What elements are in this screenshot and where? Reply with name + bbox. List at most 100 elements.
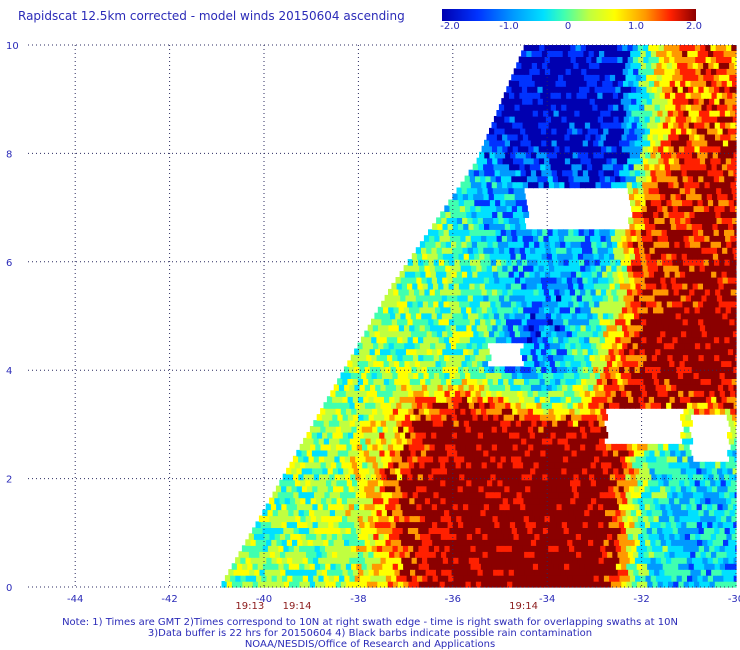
data-cell — [546, 253, 553, 260]
data-cell — [719, 527, 726, 534]
data-cell — [526, 473, 533, 481]
data-cell — [406, 402, 413, 409]
data-cell — [417, 318, 424, 326]
data-cell — [549, 497, 556, 505]
data-cell — [431, 485, 438, 493]
data-cell — [533, 581, 539, 588]
data-cell — [451, 515, 457, 523]
data-cell — [492, 479, 498, 487]
data-cell — [314, 527, 321, 534]
data-cell — [570, 378, 577, 385]
data-cell — [383, 342, 390, 350]
data-cell — [640, 229, 647, 236]
data-cell — [613, 277, 620, 284]
data-cell — [550, 294, 557, 302]
data-cell — [680, 569, 686, 576]
data-cell — [601, 306, 607, 314]
data-cell — [514, 193, 521, 201]
data-cell — [364, 467, 370, 475]
data-cell — [626, 563, 633, 570]
data-cell — [382, 461, 389, 469]
data-cell — [484, 223, 490, 230]
data-cell — [716, 378, 722, 385]
data-cell — [446, 533, 452, 540]
data-cell — [473, 348, 480, 356]
data-cell — [708, 354, 715, 362]
data-cell — [493, 294, 500, 302]
data-cell — [735, 545, 737, 552]
data-cell — [402, 527, 409, 534]
data-cell — [455, 408, 461, 415]
data-cell — [379, 330, 386, 338]
data-cell — [604, 175, 611, 183]
data-cell — [502, 324, 509, 332]
data-cell — [696, 467, 703, 475]
data-cell — [550, 432, 557, 439]
data-cell — [512, 443, 519, 451]
data-cell — [686, 253, 693, 260]
data-cell — [636, 545, 643, 552]
data-cell — [404, 271, 411, 278]
data-cell — [395, 277, 402, 284]
data-cell — [647, 390, 653, 397]
data-cell — [424, 479, 431, 487]
data-cell — [408, 563, 414, 570]
data-cell — [519, 271, 525, 278]
data-cell — [611, 306, 618, 314]
data-cell — [518, 187, 525, 195]
data-cell — [342, 396, 349, 403]
data-cell — [575, 288, 581, 296]
data-cell — [432, 521, 438, 528]
data-cell — [525, 277, 532, 284]
data-cell — [729, 527, 736, 534]
data-cell — [445, 443, 451, 451]
data-cell — [669, 217, 676, 224]
data-cell — [672, 527, 679, 534]
data-cell — [528, 288, 534, 296]
data-cell — [518, 533, 525, 540]
data-cell — [729, 205, 736, 212]
data-cell — [261, 575, 268, 582]
data-cell — [305, 479, 312, 487]
data-cell — [236, 563, 243, 570]
data-cell — [539, 515, 546, 523]
data-cell — [613, 294, 619, 302]
data-cell — [387, 426, 394, 433]
data-cell — [575, 342, 582, 350]
data-cell — [547, 473, 554, 481]
data-cell — [699, 324, 706, 332]
data-cell — [564, 426, 571, 433]
data-cell — [416, 557, 423, 564]
data-cell — [483, 247, 490, 254]
data-cell — [492, 497, 499, 505]
data-cell — [686, 384, 693, 391]
data-cell — [565, 241, 572, 248]
data-cell — [495, 300, 502, 308]
data-cell — [672, 318, 678, 326]
data-cell — [648, 569, 655, 576]
data-cell — [545, 485, 552, 493]
data-cell — [465, 372, 471, 379]
data-cell — [528, 241, 535, 248]
data-cell — [589, 175, 595, 183]
data-cell — [485, 372, 492, 379]
data-cell — [535, 521, 542, 528]
data-cell — [401, 455, 408, 463]
data-cell — [495, 455, 502, 463]
data-cell — [354, 521, 360, 528]
data-cell — [656, 259, 663, 266]
data-cell — [390, 539, 397, 546]
data-cell — [361, 390, 368, 397]
data-cell — [595, 390, 601, 397]
data-cell — [359, 539, 366, 546]
data-cell — [575, 497, 582, 505]
data-cell — [690, 187, 696, 195]
data-cell — [383, 360, 390, 367]
data-cell — [685, 414, 692, 421]
data-cell — [731, 396, 737, 403]
data-cell — [276, 575, 283, 582]
data-cell — [730, 235, 737, 242]
data-cell — [675, 503, 682, 511]
data-cell — [563, 300, 569, 308]
data-cell — [412, 437, 418, 445]
